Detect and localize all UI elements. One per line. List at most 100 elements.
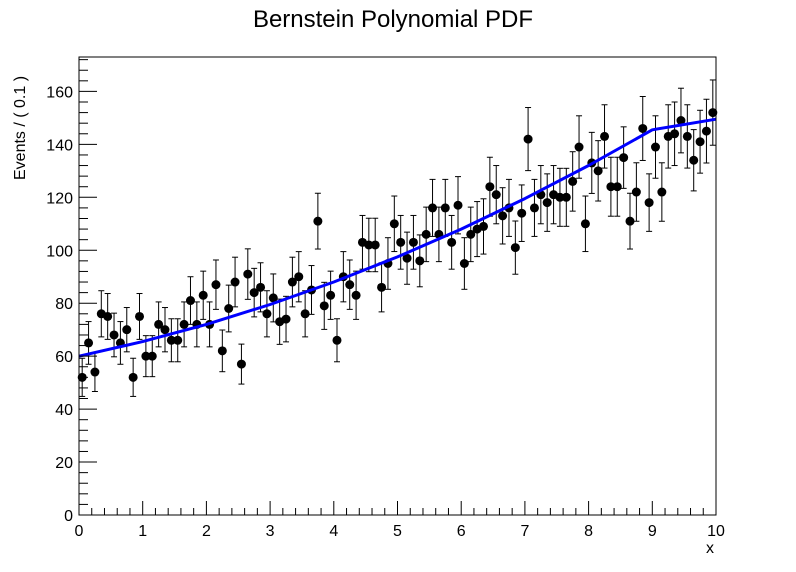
data-point-group <box>103 293 113 340</box>
data-point-group <box>281 295 291 343</box>
data-point-group <box>574 115 584 179</box>
data-point-group <box>529 178 539 237</box>
data-point-group <box>319 281 329 330</box>
data-point-group <box>236 343 246 385</box>
data-point-group <box>389 195 399 253</box>
data-point-group <box>498 187 508 245</box>
data-point-group <box>631 162 641 222</box>
data-point <box>103 311 113 321</box>
data-point-group <box>256 262 266 313</box>
data-point-group <box>676 87 686 154</box>
data-point-group <box>619 126 629 189</box>
y-tick-label: 0 <box>64 508 73 525</box>
y-tick-label: 160 <box>46 84 73 101</box>
data-point <box>568 176 578 186</box>
y-tick-label: 60 <box>55 349 73 366</box>
data-point-group <box>147 335 157 378</box>
data-point-group <box>517 184 527 242</box>
data-point <box>166 335 176 345</box>
y-tick-label: 100 <box>46 243 73 260</box>
data-point-group <box>650 115 660 179</box>
data-point <box>402 253 412 263</box>
data-point-group <box>230 256 240 308</box>
data-point <box>179 319 189 329</box>
data-point <box>670 129 680 139</box>
data-point-group <box>459 237 469 290</box>
data-point-group <box>542 173 552 232</box>
x-tick-label: 1 <box>138 523 147 540</box>
data-point <box>459 258 469 268</box>
data-point-group <box>701 98 711 164</box>
data-point-group <box>638 95 648 161</box>
data-point <box>491 190 501 200</box>
data-point-group <box>326 270 336 320</box>
data-point-group <box>478 198 488 255</box>
data-point <box>211 280 221 290</box>
data-point <box>332 335 342 345</box>
data-point <box>580 219 590 229</box>
data-point <box>396 237 406 247</box>
data-point <box>109 330 119 340</box>
data-point <box>268 293 278 303</box>
data-point <box>631 187 641 197</box>
data-point <box>389 219 399 229</box>
data-point-group <box>243 248 253 300</box>
data-point <box>243 269 253 279</box>
x-tick-label: 10 <box>707 523 725 540</box>
y-tick-label: 40 <box>55 402 73 419</box>
fit-curve-line <box>78 117 717 358</box>
data-point-group <box>211 259 221 310</box>
data-point <box>421 229 431 239</box>
data-point <box>249 288 259 298</box>
data-point-group <box>173 318 183 363</box>
data-point-group <box>606 156 616 217</box>
data-point <box>217 346 227 356</box>
data-point-group <box>377 262 387 313</box>
data-point-group <box>217 329 227 373</box>
data-point <box>510 243 520 253</box>
data-point <box>555 192 565 202</box>
data-point <box>90 367 100 377</box>
data-point-group <box>625 192 635 250</box>
data-point-group <box>682 104 692 169</box>
data-point-group <box>300 290 310 338</box>
data-point-group <box>224 284 234 333</box>
data-point-group <box>644 173 654 232</box>
data-point <box>561 192 571 202</box>
data-point <box>84 338 94 348</box>
data-point <box>708 108 718 118</box>
x-tick-label: 2 <box>202 523 211 540</box>
data-point <box>319 301 329 311</box>
data-point <box>638 123 648 133</box>
data-point-group <box>670 101 680 167</box>
data-point-group <box>185 276 195 325</box>
data-point <box>644 198 654 208</box>
data-point-group <box>689 129 699 192</box>
data-point-group <box>351 270 361 320</box>
data-point-group <box>370 217 380 273</box>
series-layer <box>77 79 718 397</box>
data-point <box>122 325 132 335</box>
data-point <box>224 304 234 314</box>
data-point-group <box>593 140 603 202</box>
data-point-group <box>160 307 170 353</box>
y-tick-label: 80 <box>55 296 73 313</box>
data-point <box>440 203 450 213</box>
data-point-group <box>128 357 138 397</box>
data-point <box>676 116 686 126</box>
data-point <box>485 182 495 192</box>
data-point <box>466 229 476 239</box>
data-point <box>606 182 616 192</box>
y-tick-label: 120 <box>46 190 73 207</box>
data-point-group <box>357 214 367 270</box>
data-point <box>351 290 361 300</box>
data-point-group <box>345 259 355 310</box>
data-point <box>326 290 336 300</box>
data-point <box>135 311 145 321</box>
data-point <box>625 216 635 226</box>
x-tick-label: 9 <box>648 523 657 540</box>
x-tick-label: 3 <box>266 523 275 540</box>
data-point-group <box>510 220 520 275</box>
data-point-group <box>523 107 533 172</box>
